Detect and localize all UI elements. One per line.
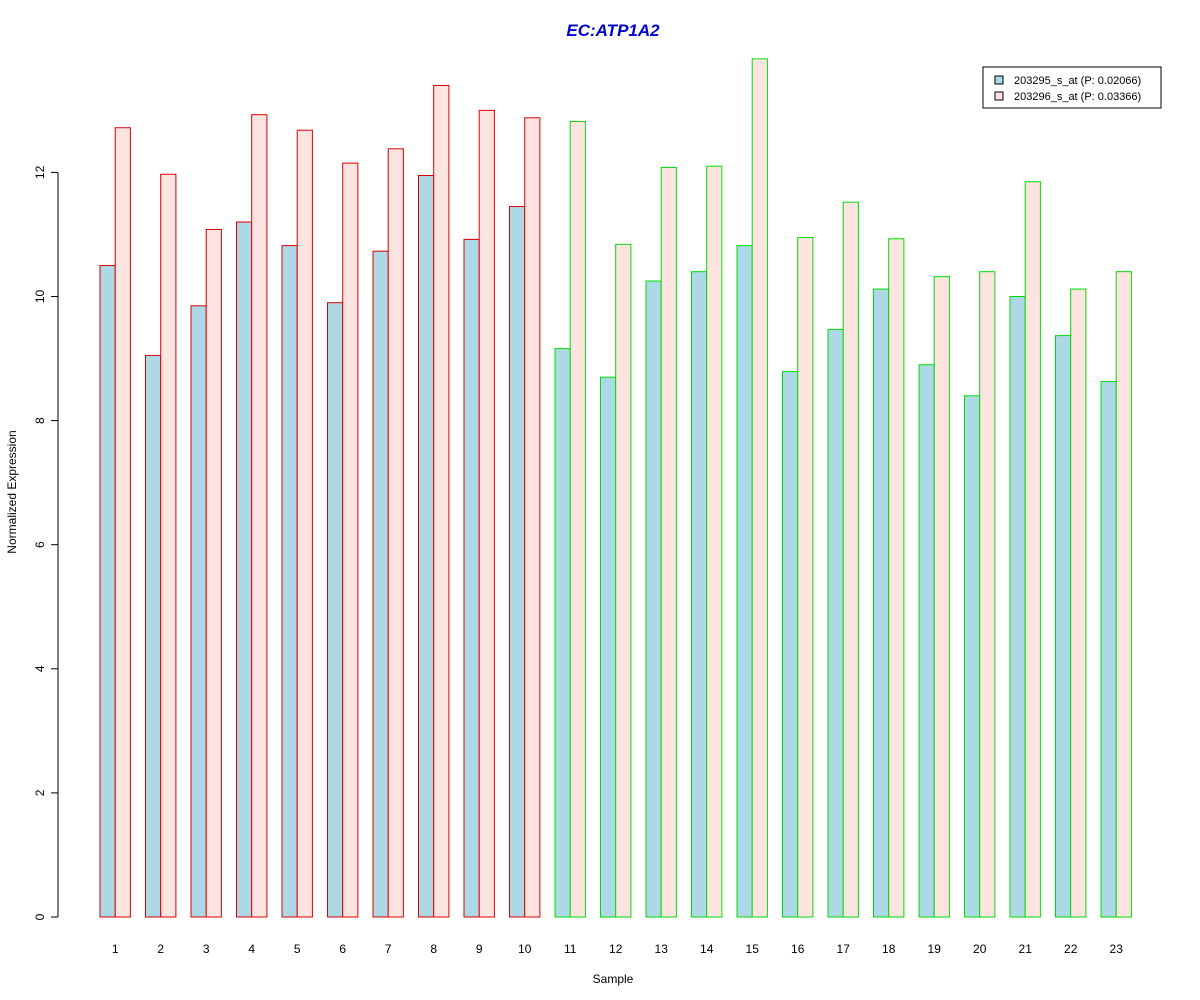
bars-layer — [99, 58, 1132, 918]
x-tick-label: 2 — [157, 942, 164, 956]
bar-series2-sample-6 — [342, 162, 359, 918]
x-tick-label: 19 — [928, 942, 942, 956]
bar-series1-sample-9 — [463, 238, 480, 918]
bar-series2-sample-23 — [1115, 271, 1132, 918]
y-tick-label: 10 — [33, 290, 47, 304]
bar-series2-sample-17 — [842, 201, 859, 918]
chart-title: EC:ATP1A2 — [566, 21, 660, 40]
x-tick-label: 18 — [882, 942, 896, 956]
bar-series1-sample-3 — [190, 305, 207, 918]
y-axis-title: Normalized Expression — [5, 430, 19, 553]
bar-series1-sample-12 — [600, 376, 617, 918]
x-tick-label: 10 — [518, 942, 532, 956]
bar-series1-sample-11 — [554, 348, 571, 918]
bar-series2-sample-3 — [205, 228, 222, 918]
x-axis-title: Sample — [593, 972, 634, 986]
bar-series2-sample-7 — [387, 148, 404, 918]
bar-series2-sample-16 — [797, 237, 814, 918]
legend-label-series1: 203295_s_at (P: 0.02066) — [1014, 75, 1141, 87]
bar-series1-sample-23 — [1100, 381, 1117, 918]
bar-series2-sample-10 — [524, 117, 541, 918]
y-tick-label: 8 — [33, 417, 47, 424]
x-tick-label: 3 — [203, 942, 210, 956]
bar-series2-sample-5 — [296, 129, 313, 918]
legend-swatch-series2 — [994, 91, 1004, 101]
y-tick-label: 2 — [33, 789, 47, 796]
x-tick-label: 14 — [700, 942, 714, 956]
bar-series1-sample-6 — [327, 302, 344, 918]
bar-series2-sample-11 — [569, 121, 586, 918]
bar-series1-sample-21 — [1009, 296, 1026, 918]
x-tick-label: 20 — [973, 942, 987, 956]
bar-series2-sample-1 — [114, 127, 131, 918]
x-tick-label: 13 — [655, 942, 669, 956]
bar-series1-sample-20 — [964, 395, 981, 918]
bar-series1-sample-4 — [236, 221, 253, 918]
bar-series2-sample-22 — [1070, 288, 1087, 918]
bar-series1-sample-1 — [99, 264, 116, 918]
x-tick-label: 9 — [476, 942, 483, 956]
x-tick-label: 7 — [385, 942, 392, 956]
legend: 203295_s_at (P: 0.02066) 203296_s_at (P: … — [982, 66, 1162, 109]
x-tick-label: 17 — [837, 942, 851, 956]
y-tick-label: 12 — [33, 165, 47, 179]
x-axis-labels: 1 2 3 4 5 6 7 8 9 10 11 12 13 14 15 16 17 18 19 20 21 22 23 — [112, 942, 1123, 956]
bar-series1-sample-14 — [691, 271, 708, 918]
bar-series1-sample-15 — [736, 245, 753, 918]
y-tick-label: 6 — [33, 541, 47, 548]
bar-series2-sample-2 — [160, 173, 177, 918]
bar-series2-sample-18 — [888, 238, 905, 918]
bar-series1-sample-19 — [918, 364, 935, 918]
legend-box — [982, 66, 1162, 109]
bar-series1-sample-8 — [418, 175, 435, 918]
bar-series2-sample-12 — [615, 243, 632, 918]
bar-series1-sample-18 — [873, 288, 890, 918]
x-tick-label: 11 — [564, 942, 577, 956]
bar-series1-sample-2 — [145, 354, 162, 918]
x-tick-label: 23 — [1110, 942, 1124, 956]
x-tick-label: 16 — [791, 942, 805, 956]
bar-series1-sample-16 — [782, 371, 799, 918]
bar-series1-sample-17 — [827, 328, 844, 918]
bar-series2-sample-21 — [1024, 181, 1041, 918]
bar-series2-sample-14 — [706, 165, 723, 918]
bar-series2-sample-8 — [433, 85, 450, 918]
bar-series1-sample-5 — [281, 245, 298, 918]
bar-series2-sample-15 — [751, 58, 768, 918]
legend-label-series2: 203296_s_at (P: 0.03366) — [1014, 91, 1141, 103]
bar-series1-sample-10 — [509, 206, 526, 918]
x-tick-label: 21 — [1019, 942, 1033, 956]
x-tick-label: 22 — [1064, 942, 1078, 956]
y-tick-label: 0 — [33, 913, 47, 920]
bar-series1-sample-7 — [372, 250, 389, 918]
bar-series1-sample-22 — [1055, 335, 1072, 918]
bar-series2-sample-13 — [660, 166, 677, 918]
bar-series2-sample-9 — [478, 109, 495, 918]
bar-series2-sample-20 — [979, 271, 996, 918]
y-axis: 0 2 4 6 8 10 12 — [33, 165, 59, 920]
bar-series2-sample-4 — [251, 114, 268, 918]
x-tick-label: 6 — [339, 942, 346, 956]
x-tick-label: 4 — [248, 942, 255, 956]
legend-swatch-series1 — [994, 75, 1004, 85]
x-tick-label: 12 — [609, 942, 623, 956]
bar-series2-sample-19 — [933, 276, 950, 918]
x-tick-label: 8 — [430, 942, 437, 956]
x-tick-label: 5 — [294, 942, 301, 956]
y-tick-label: 4 — [33, 665, 47, 672]
bar-series1-sample-13 — [645, 280, 662, 918]
x-tick-label: 15 — [746, 942, 760, 956]
x-tick-label: 1 — [112, 942, 119, 956]
